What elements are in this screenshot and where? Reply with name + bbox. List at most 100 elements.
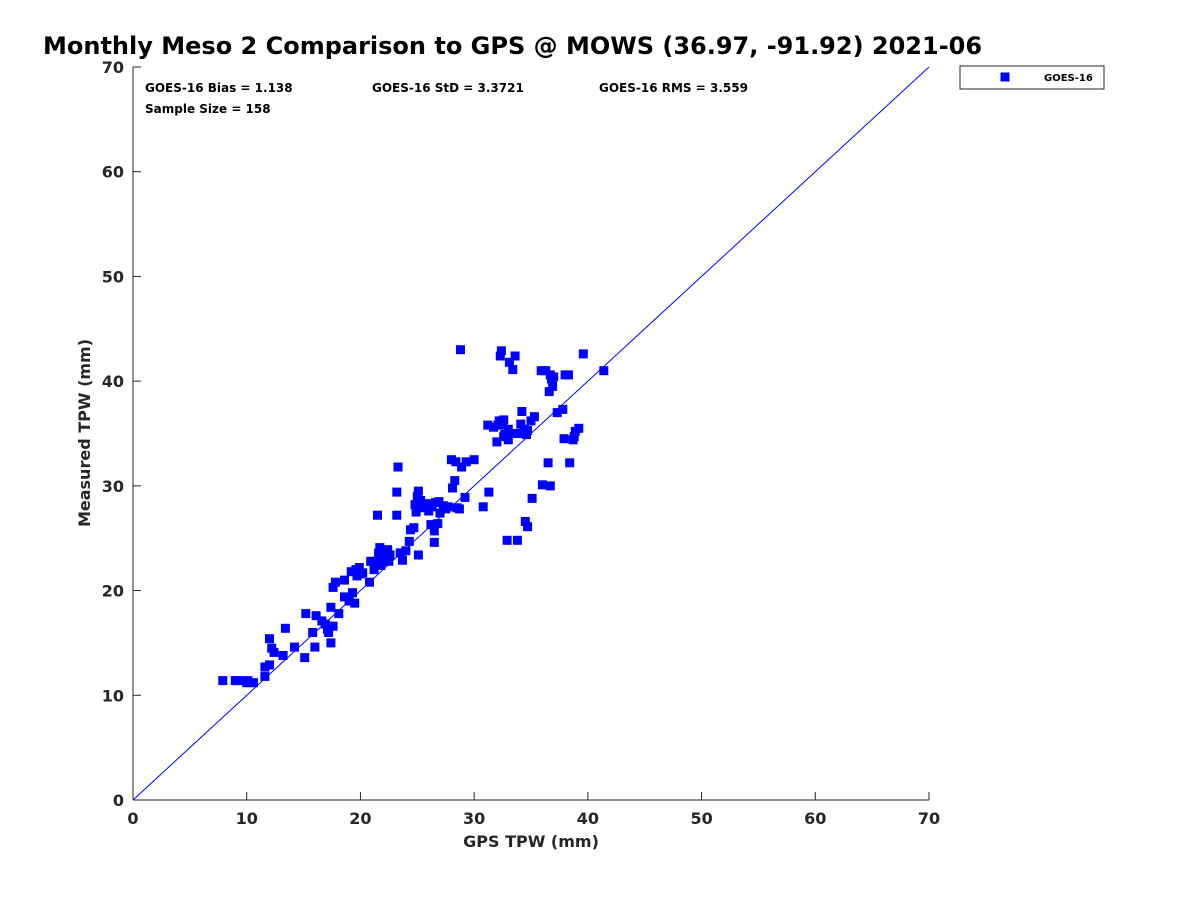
data-point bbox=[435, 508, 445, 518]
data-point bbox=[328, 582, 338, 592]
stat-rms: GOES-16 RMS = 3.559 bbox=[599, 81, 748, 95]
data-point bbox=[350, 598, 360, 608]
data-point bbox=[383, 545, 393, 555]
x-axis-label: GPS TPW (mm) bbox=[463, 832, 599, 851]
legend: GOES-16 bbox=[959, 65, 1105, 90]
data-point bbox=[448, 483, 457, 493]
data-point bbox=[514, 429, 523, 438]
x-tick-label: 50 bbox=[690, 809, 712, 828]
data-point bbox=[451, 457, 461, 467]
x-tick-label: 60 bbox=[804, 809, 826, 828]
data-point bbox=[398, 555, 407, 565]
data-point bbox=[243, 676, 253, 686]
data-point bbox=[517, 407, 527, 416]
data-point bbox=[401, 546, 411, 556]
y-tick-label: 10 bbox=[102, 686, 124, 705]
data-point bbox=[290, 642, 299, 652]
data-point bbox=[516, 419, 526, 429]
x-tick-label: 10 bbox=[236, 809, 258, 828]
data-point bbox=[278, 651, 288, 660]
stat-bias: GOES-16 Bias = 1.138 bbox=[145, 81, 293, 95]
data-point bbox=[265, 660, 274, 670]
data-point bbox=[499, 415, 509, 425]
y-tick-label: 30 bbox=[102, 477, 124, 496]
data-point bbox=[574, 423, 584, 433]
data-point bbox=[269, 647, 279, 657]
data-point bbox=[374, 548, 384, 558]
data-point bbox=[404, 536, 414, 546]
data-point bbox=[218, 676, 228, 686]
data-point bbox=[543, 458, 553, 468]
data-point bbox=[301, 609, 311, 619]
data-point bbox=[484, 487, 494, 497]
data-point bbox=[385, 550, 395, 560]
data-point bbox=[369, 565, 379, 575]
data-point bbox=[429, 526, 439, 536]
legend-box bbox=[959, 65, 1105, 90]
data-point bbox=[537, 480, 547, 490]
data-point bbox=[392, 510, 402, 520]
data-point bbox=[260, 662, 270, 672]
y-tick-label: 50 bbox=[102, 267, 124, 286]
data-point bbox=[265, 634, 274, 644]
data-point bbox=[456, 345, 465, 355]
data-point bbox=[340, 592, 349, 602]
data-point bbox=[523, 425, 533, 435]
stat-std: GOES-16 StD = 3.3721 bbox=[372, 81, 524, 95]
data-point bbox=[461, 457, 471, 467]
legend-label: GOES-16 bbox=[1044, 73, 1093, 84]
data-point bbox=[393, 462, 403, 472]
data-point bbox=[373, 510, 382, 520]
axis-ticks: 0 10 20 30 40 50 60 70 0 10 20 30 40 50 60 70 bbox=[102, 58, 940, 828]
data-point bbox=[544, 387, 554, 397]
x-tick-label: 70 bbox=[918, 809, 940, 828]
data-point bbox=[503, 435, 513, 445]
data-point bbox=[492, 437, 502, 447]
data-point bbox=[384, 556, 394, 566]
data-point bbox=[433, 519, 443, 529]
data-point bbox=[354, 563, 364, 572]
data-point bbox=[392, 487, 402, 497]
y-axis-label: Measured TPW (mm) bbox=[75, 339, 94, 527]
data-point bbox=[344, 596, 354, 606]
data-point bbox=[326, 602, 336, 612]
data-point bbox=[523, 522, 533, 532]
data-point bbox=[443, 502, 453, 512]
data-point bbox=[410, 500, 420, 510]
data-point bbox=[411, 507, 421, 517]
data-point bbox=[500, 430, 510, 439]
x-tick-label: 30 bbox=[463, 809, 485, 828]
data-point bbox=[558, 404, 568, 414]
data-point bbox=[478, 502, 488, 512]
data-point bbox=[552, 408, 562, 418]
data-point bbox=[234, 676, 244, 686]
data-point bbox=[328, 621, 338, 631]
data-point bbox=[565, 458, 575, 468]
data-point bbox=[504, 357, 514, 367]
data-point bbox=[409, 523, 419, 533]
data-point bbox=[510, 351, 520, 361]
data-point bbox=[559, 434, 569, 444]
data-point bbox=[512, 535, 522, 545]
data-point bbox=[529, 412, 539, 422]
data-point bbox=[569, 432, 579, 442]
data-point bbox=[423, 499, 432, 509]
data-point bbox=[548, 381, 558, 391]
data-point bbox=[413, 486, 423, 496]
data-point bbox=[311, 611, 321, 621]
data-point bbox=[366, 556, 376, 566]
data-point bbox=[260, 671, 270, 681]
data-point bbox=[308, 628, 318, 637]
data-point bbox=[310, 642, 320, 652]
data-point bbox=[330, 577, 340, 587]
data-point bbox=[502, 535, 512, 545]
data-point bbox=[429, 537, 439, 547]
data-point bbox=[454, 504, 464, 514]
data-point bbox=[334, 609, 344, 619]
data-point bbox=[564, 370, 573, 380]
x-tick-label: 0 bbox=[127, 809, 138, 828]
data-point bbox=[326, 638, 336, 648]
data-point bbox=[300, 653, 310, 663]
